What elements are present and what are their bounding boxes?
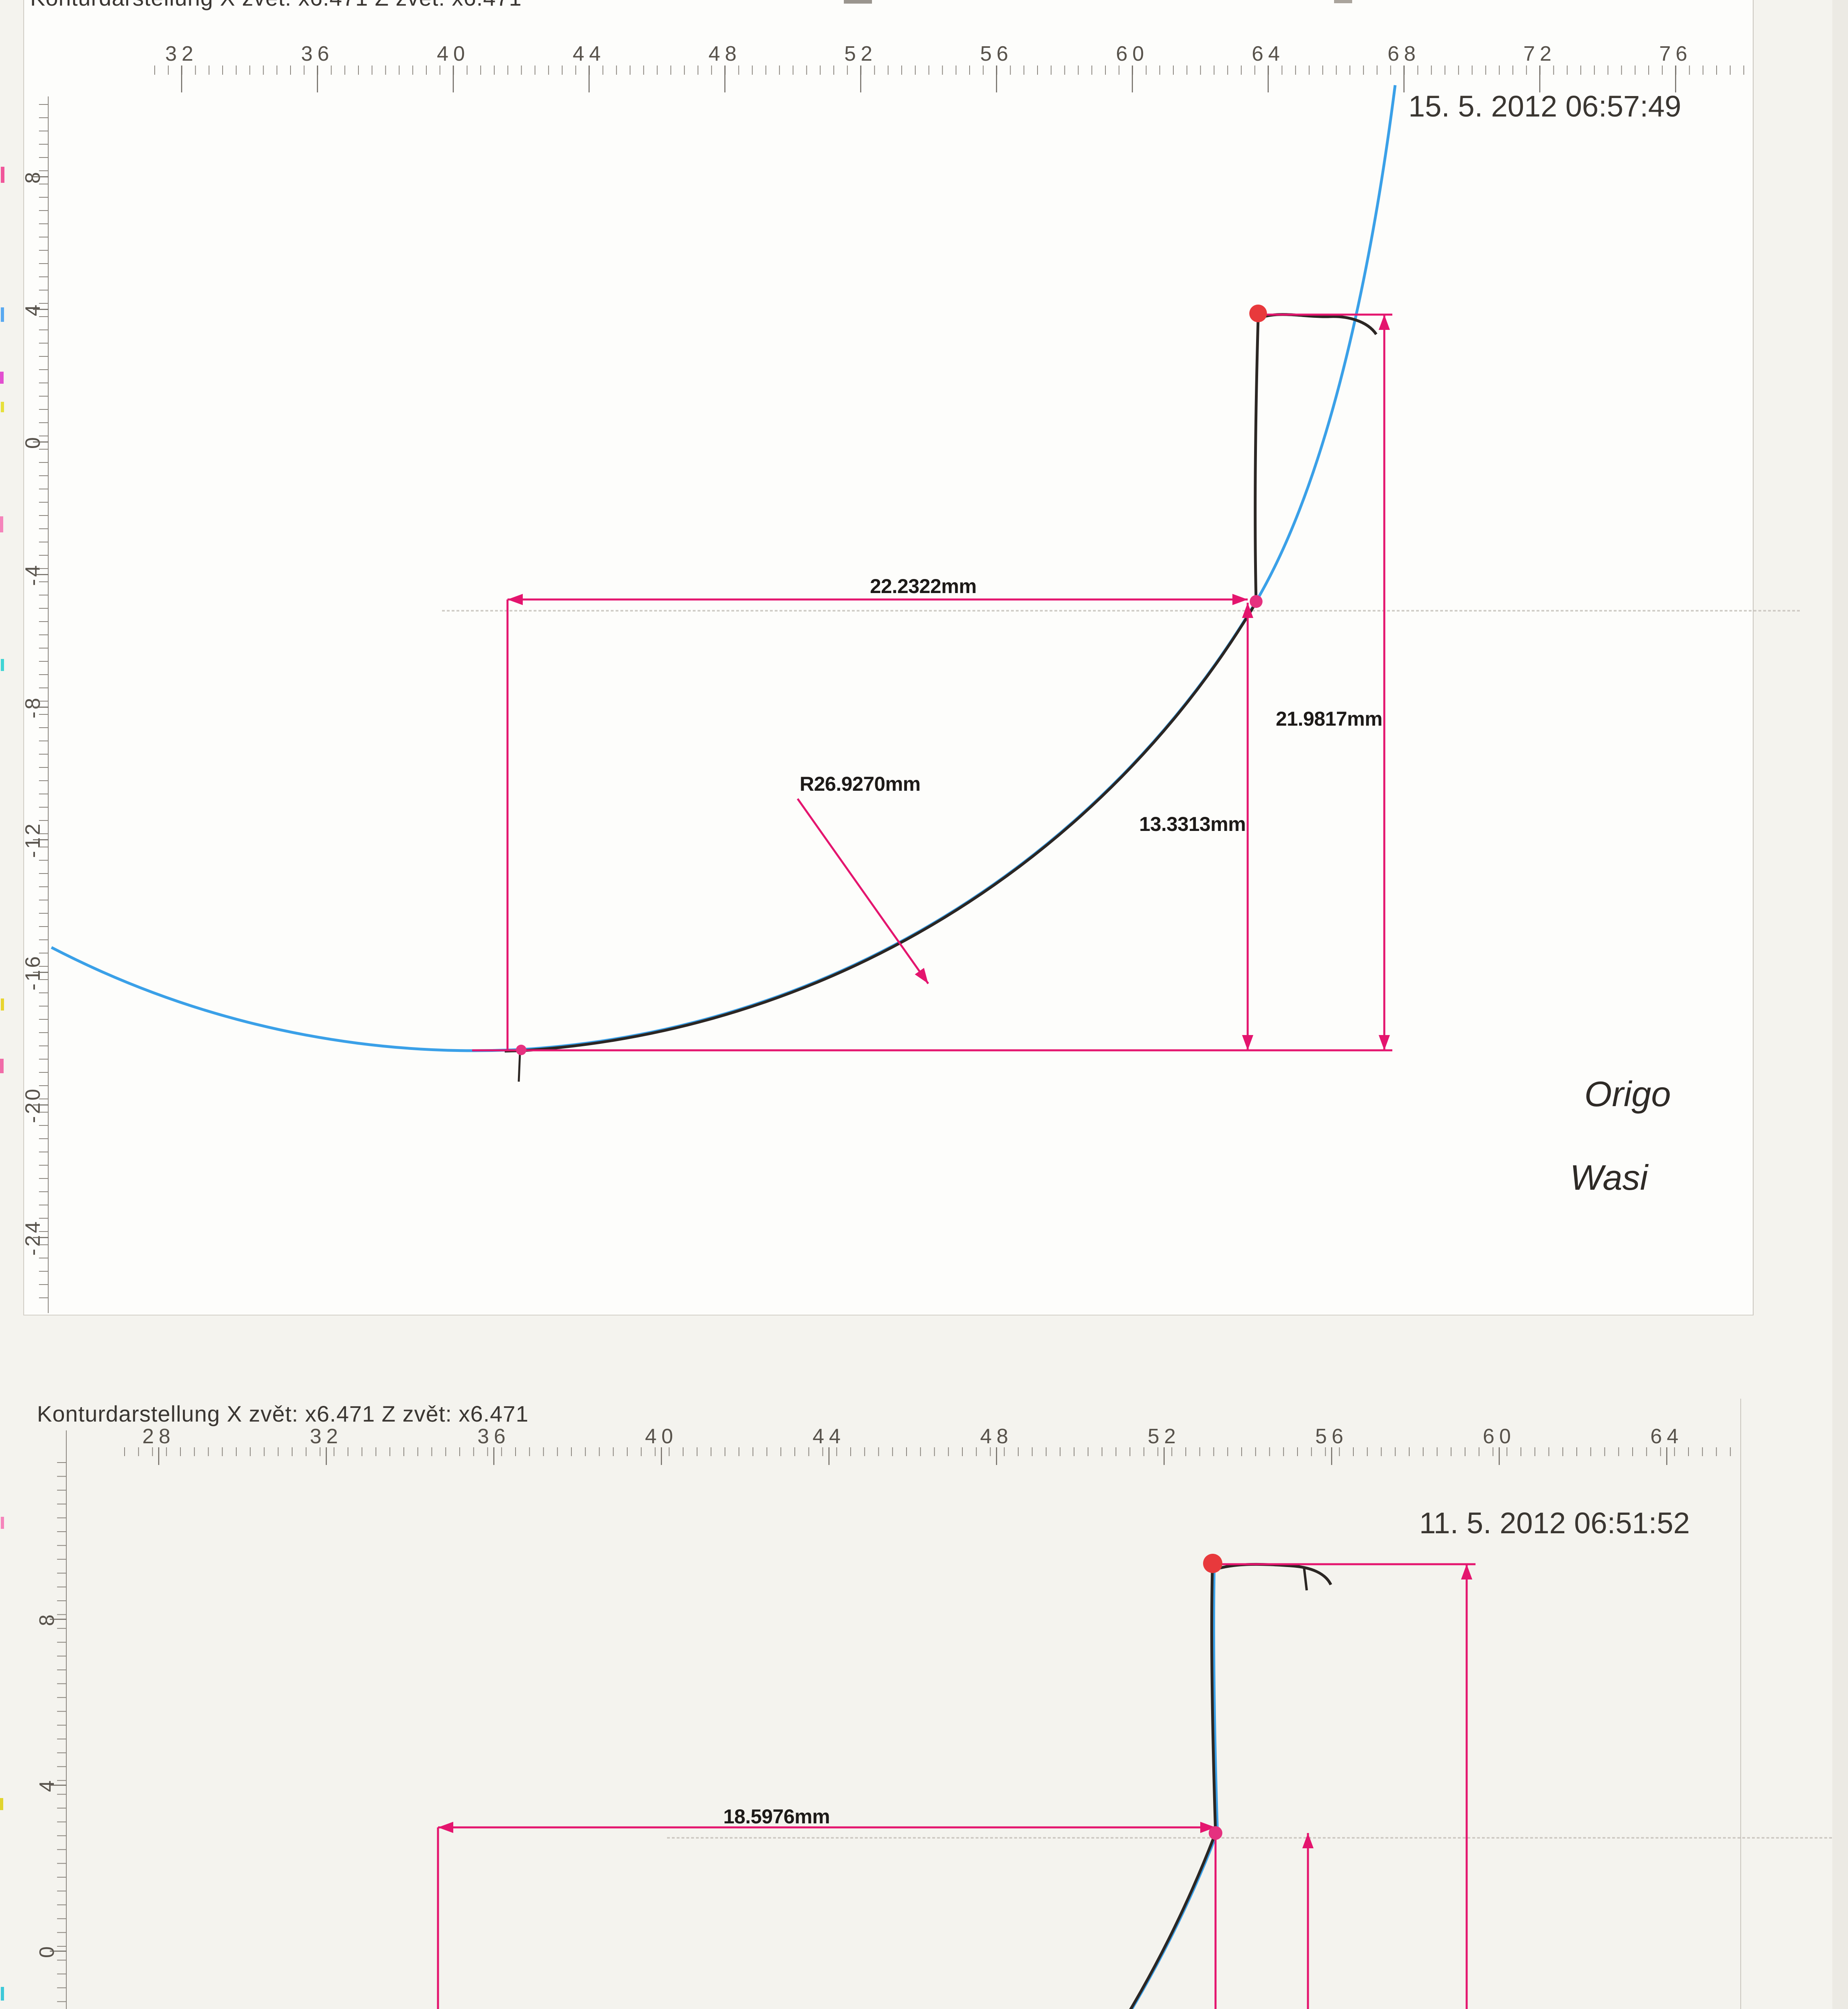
stylus-start-tick — [518, 1052, 521, 1082]
x-tick-label: 52 — [1148, 1425, 1181, 1448]
x-tick-label: 60 — [1483, 1425, 1516, 1448]
scan-artifact — [0, 516, 3, 532]
nominal-curve-blue — [51, 85, 1397, 1052]
radius-label: R26.9270mm — [800, 773, 921, 795]
x-tick-label: 36 — [477, 1425, 510, 1448]
contour-top-tick — [1303, 1566, 1308, 1591]
x-tick-label: 56 — [1315, 1425, 1348, 1448]
measurement-point-junction — [1250, 595, 1263, 608]
x-tick-label: 36 — [301, 42, 334, 65]
x-tick-label: 68 — [1388, 42, 1420, 65]
x-tick-label: 72 — [1523, 42, 1556, 65]
measured-contour-wall — [1210, 1563, 1332, 1833]
measurement-point-junction — [1209, 1826, 1222, 1840]
x-tick-label: 64 — [1252, 42, 1285, 65]
scan-artifact — [1, 1517, 4, 1529]
dim-width-label: 22.2322mm — [870, 575, 977, 597]
panel1-note-origo: Origo — [1584, 1074, 1671, 1114]
x-tick-label: 32 — [310, 1425, 343, 1448]
scan-artifact — [1, 998, 4, 1011]
x-tick-label: 44 — [573, 42, 606, 65]
scan-artifact — [844, 0, 872, 4]
scan-artifact — [1, 1987, 4, 2001]
scan-artifact — [1, 307, 4, 322]
x-tick-label: 48 — [980, 1425, 1013, 1448]
panel1-note-wasi: Wasi — [1570, 1158, 1648, 1197]
x-tick-label: 40 — [645, 1425, 678, 1448]
panel1-header-clipped: Konturdarstellung X zvět: x6.471 Z zvět:… — [30, 0, 633, 10]
measurement-point-top — [1203, 1554, 1222, 1573]
panel2-header-text: Konturdarstellung X zvět: x6.471 Z zvět:… — [37, 1401, 529, 1426]
x-tick-label: 48 — [708, 42, 741, 65]
measured-contour-wall — [1254, 313, 1377, 603]
panel2-timestamp: 11. 5. 2012 06:51:52 — [1419, 1506, 1690, 1540]
scan-artifact — [1, 659, 4, 671]
dimension-lines — [437, 1563, 1476, 2009]
measured-contour-arc — [504, 601, 1258, 1053]
scan-artifact — [1, 402, 4, 412]
dim-height-arc-label: 13.3313mm — [1139, 813, 1246, 835]
scan-artifact — [0, 1798, 3, 1810]
contour-plot-panel-1 — [23, 0, 1754, 1315]
x-tick-label: 28 — [142, 1425, 175, 1448]
scan-artifact — [1334, 0, 1352, 3]
x-tick-label: 56 — [980, 42, 1013, 65]
x-tick-label: 44 — [812, 1425, 845, 1448]
x-tick-label: 52 — [844, 42, 877, 65]
x-tick-label: 60 — [1116, 42, 1149, 65]
panel1-timestamp: 15. 5. 2012 06:57:49 — [1408, 90, 1681, 123]
nominal-curve-blue — [1130, 1830, 1220, 2009]
scan-edge-shading — [1832, 0, 1848, 2009]
nominal-wall-blue — [1212, 1570, 1219, 1831]
measurement-point-top — [1249, 305, 1267, 322]
x-tick-label: 40 — [437, 42, 470, 65]
axis-ruler-ticks — [33, 65, 1744, 2009]
x-tick-label: 76 — [1659, 42, 1692, 65]
x-tick-label: 64 — [1650, 1425, 1683, 1448]
scan-artifact — [1, 167, 4, 183]
scan-artifact — [0, 1059, 4, 1073]
measurement-point-start — [516, 1045, 526, 1055]
x-tick-label: 32 — [165, 42, 198, 65]
dim-height-total-label: 21.9817mm — [1276, 708, 1383, 730]
scan-artifact — [0, 372, 4, 384]
measured-contour-arc — [1129, 1832, 1217, 2009]
dimension-lines — [472, 313, 1392, 1052]
panel1-header-text: Konturdarstellung X zvět: x6.471 Z zvět:… — [30, 0, 522, 10]
